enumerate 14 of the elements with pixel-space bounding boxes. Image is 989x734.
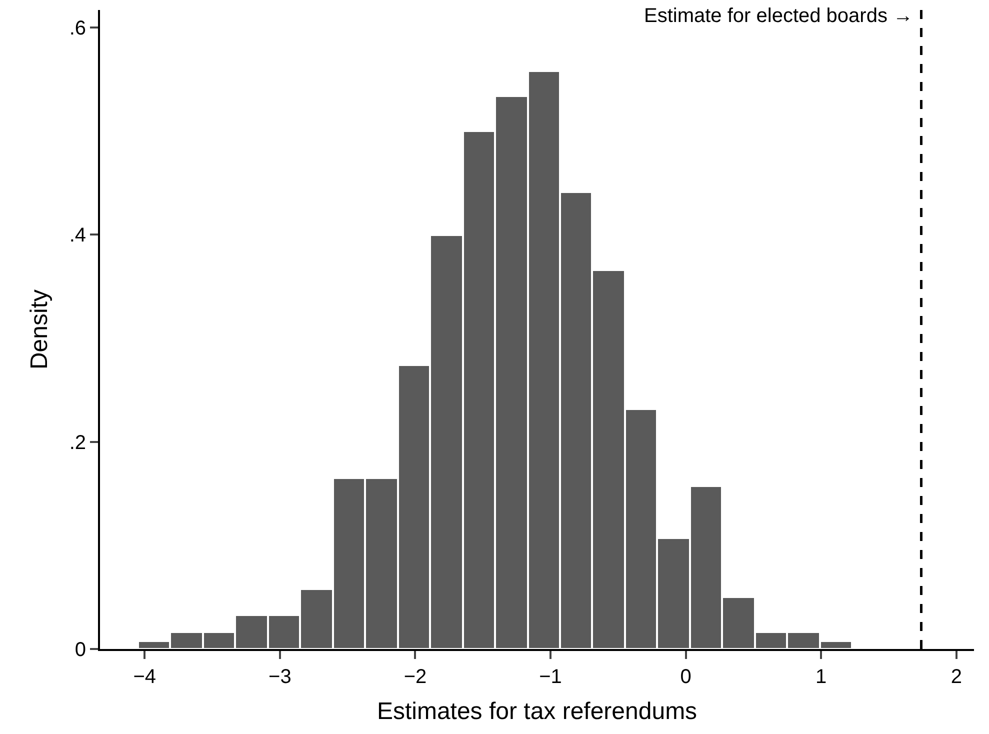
x-tick-label: 2 — [950, 666, 962, 688]
y-tick-label: 0 — [74, 639, 86, 661]
y-axis-title: Density — [26, 289, 53, 370]
ref-line-label: Estimate for elected boards → — [644, 5, 914, 27]
x-tick-label: 1 — [816, 666, 827, 688]
y-tick-label: .2 — [69, 432, 86, 454]
y-tick-label: .6 — [69, 18, 86, 40]
x-tick-label: 0 — [680, 666, 692, 688]
x-tick-label: −1 — [539, 666, 562, 688]
x-tick-label: −4 — [133, 666, 156, 688]
x-tick-label: −2 — [404, 666, 427, 688]
x-tick-label: −3 — [268, 666, 292, 688]
y-tick-label: .4 — [69, 224, 86, 247]
x-axis-title: Estimates for tax referendums — [376, 698, 698, 725]
